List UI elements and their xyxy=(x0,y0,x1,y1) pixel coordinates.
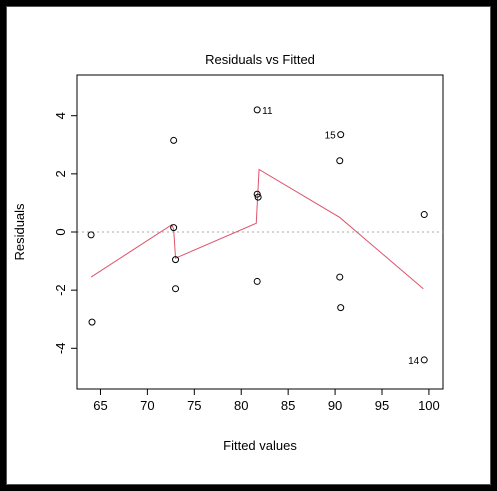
data-point xyxy=(337,131,345,139)
x-tick-label: 100 xyxy=(418,398,440,413)
point-label: 15 xyxy=(325,131,337,142)
data-point xyxy=(170,224,178,232)
y-axis: -4 -2 0 2 4 xyxy=(53,112,78,355)
x-tick-label: 80 xyxy=(234,398,248,413)
data-point xyxy=(420,356,428,364)
x-tick-label: 65 xyxy=(93,398,107,413)
point-label: 14 xyxy=(408,356,420,367)
y-tick-label: -4 xyxy=(53,343,68,355)
data-point xyxy=(420,211,428,219)
data-point xyxy=(254,193,262,201)
x-tick-label: 90 xyxy=(328,398,342,413)
data-point xyxy=(253,190,261,198)
data-point xyxy=(172,285,180,293)
data-point xyxy=(170,136,178,144)
data-point xyxy=(337,304,345,312)
data-point xyxy=(336,157,344,165)
x-axis: 65 70 75 80 85 90 95 100 xyxy=(93,388,440,413)
x-tick-label: 75 xyxy=(187,398,201,413)
chart-title: Residuals vs Fitted xyxy=(205,52,315,67)
y-tick-label: 2 xyxy=(53,170,68,177)
data-point xyxy=(253,277,261,285)
y-axis-label: Residuals xyxy=(12,203,27,261)
data-point xyxy=(87,231,95,239)
y-tick-label: 4 xyxy=(53,112,68,119)
x-tick-label: 95 xyxy=(375,398,389,413)
data-point xyxy=(88,318,96,326)
smoother-line xyxy=(90,168,424,290)
residual-points: 11 15 14 xyxy=(87,106,428,367)
x-tick-label: 85 xyxy=(281,398,295,413)
data-point xyxy=(336,273,344,281)
x-axis-label: Fitted values xyxy=(223,438,297,453)
y-tick-label: -2 xyxy=(53,284,68,296)
point-label: 11 xyxy=(262,106,273,117)
data-point xyxy=(172,256,180,264)
data-point xyxy=(253,106,261,114)
y-tick-label: 0 xyxy=(53,228,68,235)
x-tick-label: 70 xyxy=(140,398,154,413)
